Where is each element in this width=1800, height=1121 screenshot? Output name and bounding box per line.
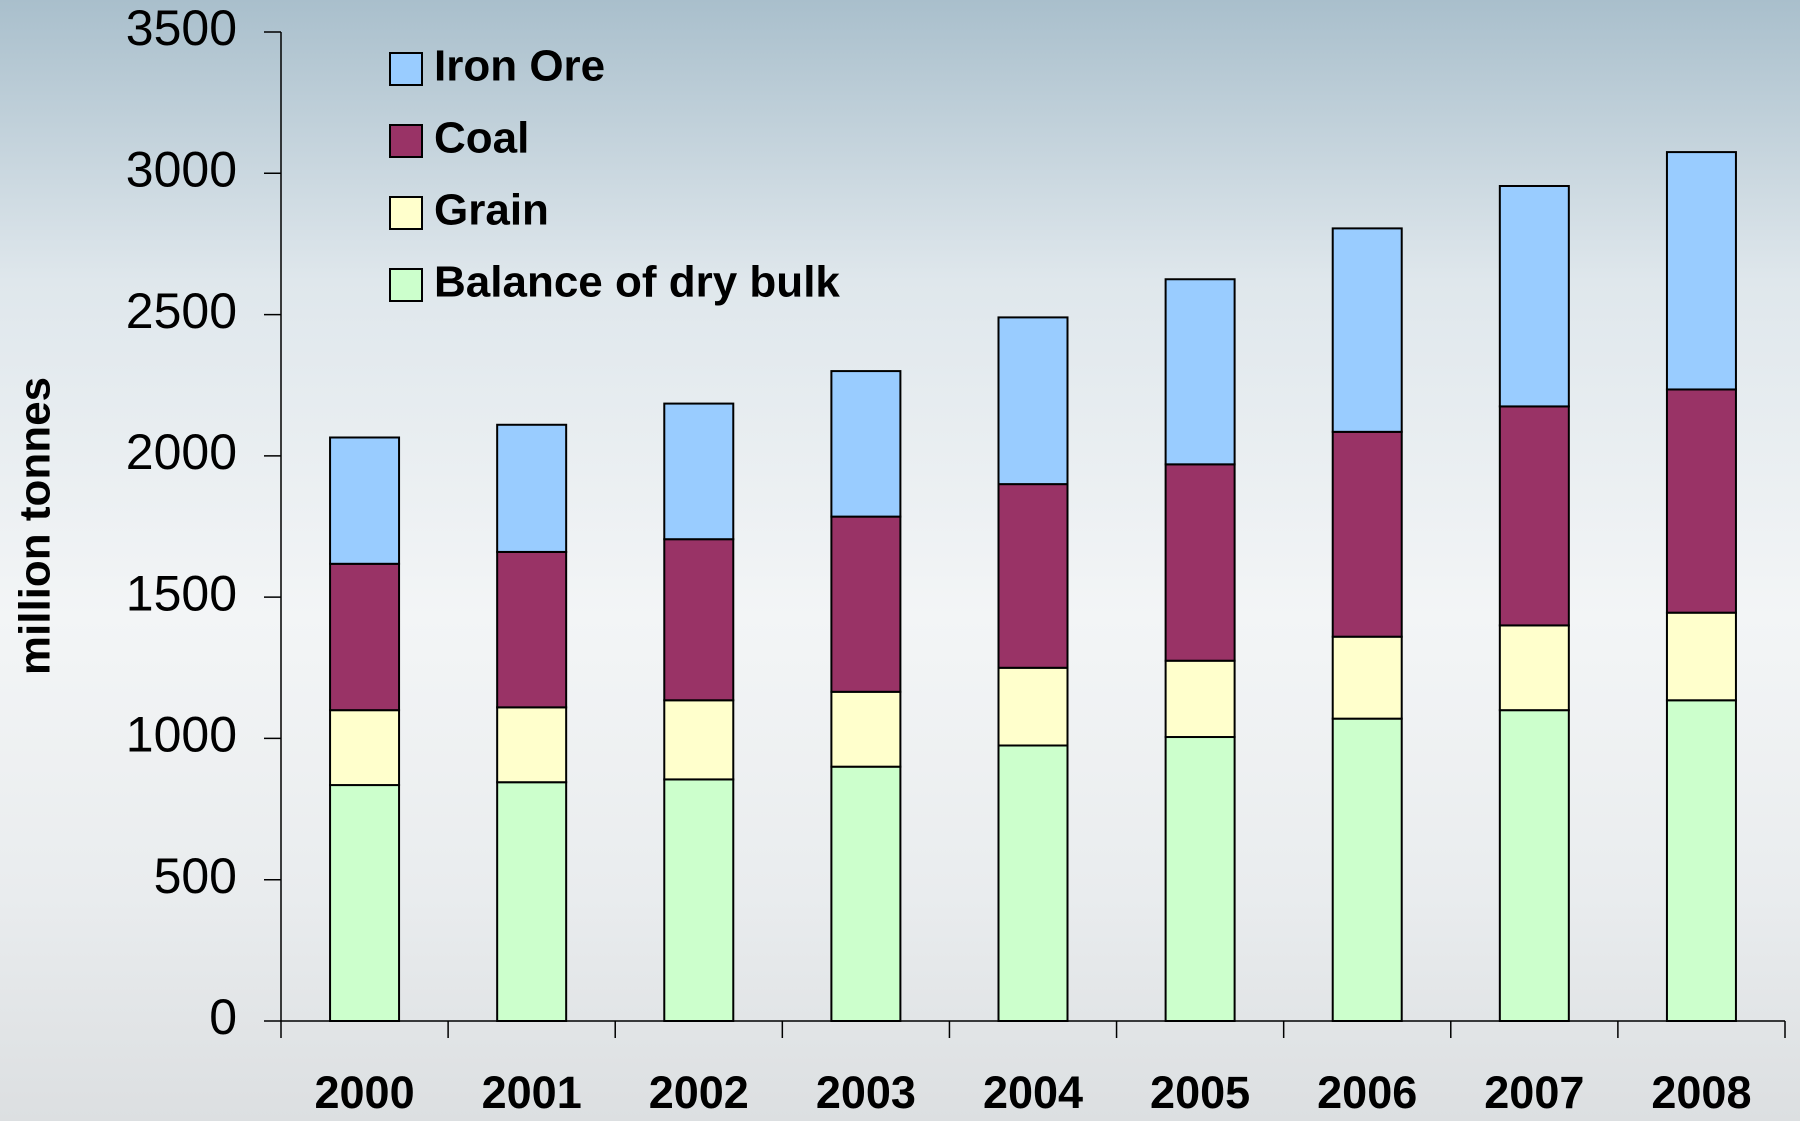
bar-segment (1665, 611, 1737, 702)
y-axis-label: million tonnes (11, 377, 60, 675)
bar-segment (1665, 699, 1737, 1022)
x-tick-label: 2001 (482, 1067, 582, 1118)
bar-segment (1164, 736, 1236, 1022)
bar-segment (329, 562, 401, 712)
legend-label: Coal (434, 114, 529, 163)
bar-segment (496, 423, 568, 553)
x-tick-label: 2003 (816, 1067, 916, 1118)
bar-segment (663, 402, 735, 541)
bar-segment (997, 744, 1069, 1022)
x-tick-label: 2008 (1651, 1067, 1751, 1118)
x-tick-label: 2005 (1150, 1067, 1250, 1118)
y-tick-label: 2000 (126, 424, 237, 480)
x-tick-label: 2007 (1484, 1067, 1584, 1118)
bar-segment (1665, 151, 1737, 391)
y-tick-label: 500 (154, 848, 237, 904)
bar-segment (997, 316, 1069, 486)
bar-segment (997, 666, 1069, 747)
bar-segment (496, 706, 568, 784)
legend-label: Iron Ore (434, 42, 605, 91)
bar-segment (496, 550, 568, 709)
x-tick-label: 2004 (983, 1067, 1083, 1118)
y-tick-label: 3500 (126, 0, 237, 56)
bar-segment (830, 765, 902, 1023)
legend-label: Grain (434, 186, 549, 235)
bar-segment (1331, 717, 1403, 1022)
bar-segment (496, 781, 568, 1023)
bar-segment (329, 784, 401, 1022)
x-tick-label: 2002 (649, 1067, 749, 1118)
legend-label: Balance of dry bulk (434, 258, 840, 307)
legend-swatch (389, 268, 423, 302)
bar-segment (1331, 227, 1403, 433)
bar-segment (329, 436, 401, 565)
bar-segment (663, 778, 735, 1022)
x-tick-label: 2000 (315, 1067, 415, 1118)
x-tick-label: 2006 (1317, 1067, 1417, 1118)
bar-segment (1498, 185, 1570, 408)
bar-segment (1331, 635, 1403, 720)
bar-segment (830, 690, 902, 768)
bar-segment (663, 699, 735, 781)
bar-segment (1665, 388, 1737, 614)
y-tick-label: 1500 (126, 565, 237, 621)
bar-segment (1164, 463, 1236, 662)
legend-swatch (389, 124, 423, 158)
y-tick-label: 3000 (126, 141, 237, 197)
bar-segment (830, 370, 902, 518)
bar-segment (1164, 659, 1236, 739)
bar-segment (1498, 405, 1570, 627)
bar-segment (997, 483, 1069, 669)
bar-segment (830, 515, 902, 693)
bar-segment (1498, 624, 1570, 712)
bar-segment (663, 538, 735, 702)
y-tick-label: 0 (209, 989, 237, 1045)
bar-segment (329, 709, 401, 787)
legend-swatch (389, 52, 423, 86)
bar-segment (1498, 709, 1570, 1023)
y-tick-label: 2500 (126, 283, 237, 339)
y-tick-label: 1000 (126, 707, 237, 763)
legend-swatch (389, 196, 423, 230)
bar-segment (1331, 430, 1403, 638)
bar-segment (1164, 278, 1236, 466)
